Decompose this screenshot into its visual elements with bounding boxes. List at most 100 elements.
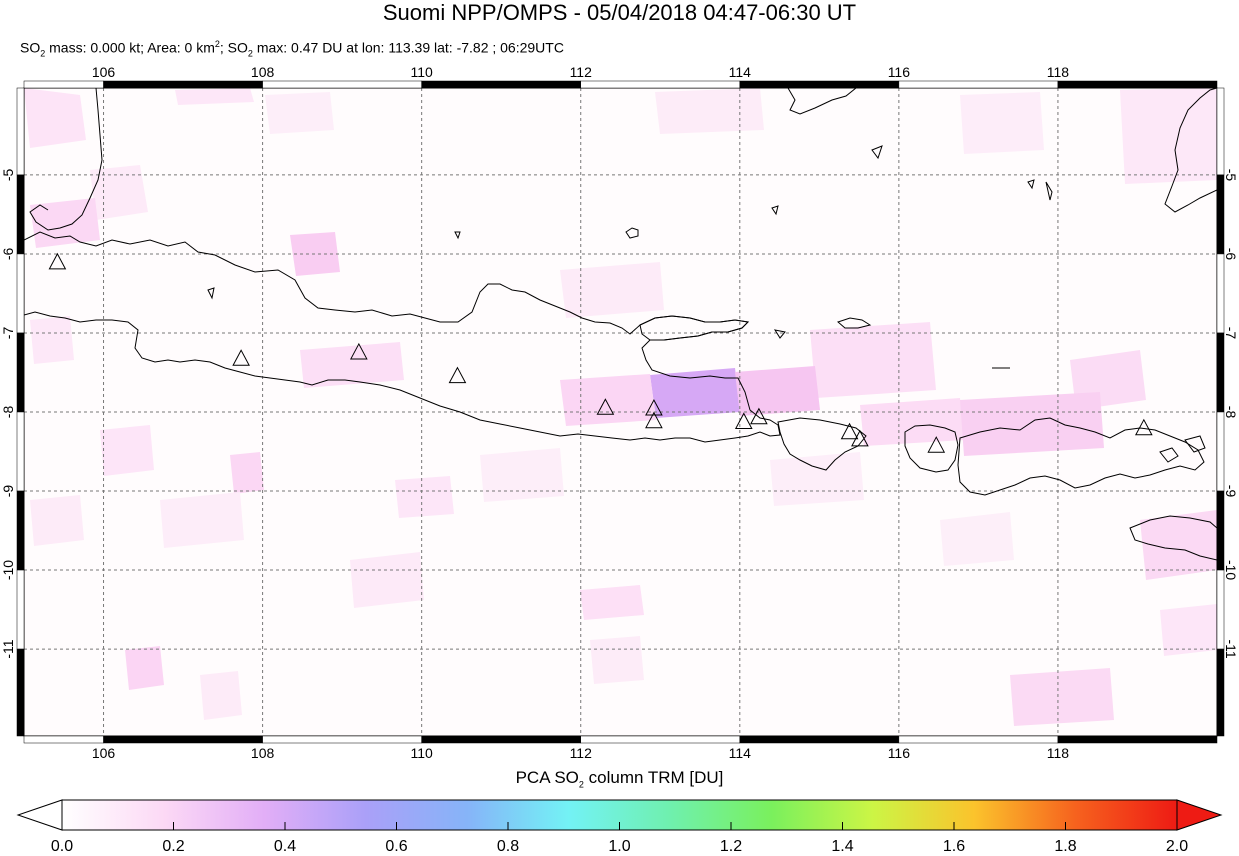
small-island bbox=[1184, 435, 1206, 453]
so2-pixel bbox=[30, 316, 74, 364]
bottom-scale-segment bbox=[739, 735, 900, 744]
madura-coastline bbox=[639, 315, 750, 341]
colorbar-tick-label: 0.0 bbox=[50, 838, 74, 855]
so2-pixel bbox=[560, 262, 664, 318]
lon-label-bottom: 118 bbox=[1047, 745, 1070, 761]
right-scale-segment bbox=[1216, 569, 1225, 650]
so2-pixel bbox=[1140, 510, 1217, 580]
colorbar-tick-label: 0.8 bbox=[496, 838, 520, 855]
colorbar-tick-label: 1.0 bbox=[608, 838, 631, 855]
right-scale-segment bbox=[1216, 332, 1225, 413]
volcano-marker bbox=[1134, 418, 1153, 436]
frame-scale-bars bbox=[16, 80, 1225, 744]
so2-pixel bbox=[1010, 668, 1114, 726]
lon-label-top: 110 bbox=[411, 64, 434, 80]
lon-label-bottom: 116 bbox=[888, 745, 911, 761]
colorbar-overflow-arrow bbox=[1176, 799, 1223, 831]
right-scale-segment bbox=[1216, 490, 1225, 571]
colorbar-underflow-arrow bbox=[16, 799, 63, 831]
so2-pixel bbox=[480, 448, 564, 502]
colorbar-title-subscript: 2 bbox=[578, 779, 584, 790]
top-scale-segment bbox=[580, 80, 741, 89]
gridlines bbox=[24, 88, 1217, 736]
so2-pixel bbox=[810, 322, 936, 398]
sumbawa-coastline bbox=[957, 417, 1205, 496]
java-coastline bbox=[24, 231, 781, 443]
bottom-scale-segment bbox=[580, 735, 741, 744]
colorbar-frame bbox=[61, 799, 1178, 831]
left-scale-segment bbox=[16, 253, 25, 334]
small-island bbox=[871, 145, 883, 160]
top-scale-segment bbox=[262, 80, 422, 89]
right-scale-segment bbox=[1216, 648, 1225, 737]
right-scale-segment bbox=[1216, 174, 1225, 255]
lon-label-bottom: 106 bbox=[92, 745, 116, 761]
colorbar-title-prefix: PCA SO bbox=[515, 768, 579, 787]
lat-label-right: -9 bbox=[1223, 485, 1239, 498]
top-scale-segment bbox=[1057, 80, 1218, 89]
left-scale-segment bbox=[16, 569, 25, 650]
so2-pixel bbox=[125, 646, 164, 690]
so2-max-subscript: 2 bbox=[247, 48, 253, 59]
volcano-marker bbox=[645, 411, 663, 429]
lat-label-right: -7 bbox=[1223, 327, 1239, 340]
so2-pixel bbox=[735, 366, 820, 416]
so2-pixel bbox=[395, 476, 454, 518]
so2-max-prefix: ; SO bbox=[219, 39, 248, 56]
volcano-marker bbox=[927, 436, 946, 453]
so2-pixel bbox=[200, 671, 242, 720]
so2-pixel bbox=[580, 585, 644, 620]
so2-pixel bbox=[350, 552, 424, 608]
so2-max-text: max: 0.47 DU at lon: 113.39 lat: -7.82 ;… bbox=[252, 39, 564, 56]
colorbar-tick-label: 2.0 bbox=[1165, 838, 1189, 855]
so2-pixel bbox=[560, 374, 656, 426]
top-scale-segment bbox=[23, 80, 104, 89]
top-scale-segment bbox=[739, 80, 900, 89]
lat-label-right: -11 bbox=[1223, 639, 1239, 658]
small-island bbox=[771, 205, 779, 216]
colorbar-tick-label: 1.8 bbox=[1054, 838, 1077, 855]
small-island bbox=[207, 287, 215, 300]
volcano-marker bbox=[734, 412, 753, 429]
lat-label-right: -10 bbox=[1223, 560, 1239, 580]
colorbar-tick-label: 1.6 bbox=[942, 838, 966, 855]
left-scale-segment bbox=[16, 174, 25, 255]
colorbar-title: PCA SO2 column TRM [DU] bbox=[0, 768, 1239, 789]
bottom-scale-segment bbox=[23, 735, 104, 744]
so2-pixel bbox=[1120, 88, 1217, 184]
left-scale-segment bbox=[16, 411, 25, 492]
so2-pixel bbox=[100, 425, 154, 476]
small-island bbox=[1159, 447, 1179, 463]
volcano-marker bbox=[232, 349, 250, 366]
left-scale-segment bbox=[16, 332, 25, 413]
so2-pixel bbox=[770, 452, 864, 506]
colorbar-title-suffix: column TRM [DU] bbox=[583, 768, 724, 787]
top-scale-segment bbox=[103, 80, 263, 89]
volcano-marker bbox=[48, 252, 67, 270]
left-scale-segment bbox=[16, 87, 25, 176]
colorbar-tick-label: 1.4 bbox=[831, 838, 854, 855]
so2-pixel bbox=[230, 452, 264, 494]
so2-pixel bbox=[90, 165, 148, 220]
so2-pixel bbox=[960, 392, 1104, 456]
volcano-marker bbox=[448, 366, 467, 384]
volcano-markers bbox=[48, 252, 1153, 453]
kangean-island bbox=[837, 317, 872, 329]
so2-pixel bbox=[655, 88, 764, 134]
lon-labels-top: 106 108 110 112 114 116 118 bbox=[92, 64, 1069, 80]
small-island bbox=[1027, 179, 1035, 190]
lat-label-left: -5 bbox=[0, 168, 16, 181]
colorbar-tick-label: 1.2 bbox=[719, 838, 743, 855]
right-scale-segment bbox=[1216, 411, 1225, 492]
volcano-marker bbox=[851, 429, 869, 447]
sulawesi-coastline bbox=[1164, 88, 1217, 213]
lombok-coastline bbox=[904, 424, 959, 473]
right-scale-segment bbox=[1216, 87, 1225, 176]
lat-label-right: -5 bbox=[1223, 169, 1239, 182]
colorbar-tick-labels: 0.0 0.2 0.4 0.6 0.8 1.0 1.2 1.4 1.6 1.8 2.0 bbox=[0, 838, 1239, 856]
lat-label-right: -8 bbox=[1223, 406, 1239, 419]
colorbar-tick-label: 0.2 bbox=[162, 838, 185, 855]
lon-label-top: 108 bbox=[251, 64, 275, 80]
so2-pixel bbox=[1160, 604, 1217, 656]
